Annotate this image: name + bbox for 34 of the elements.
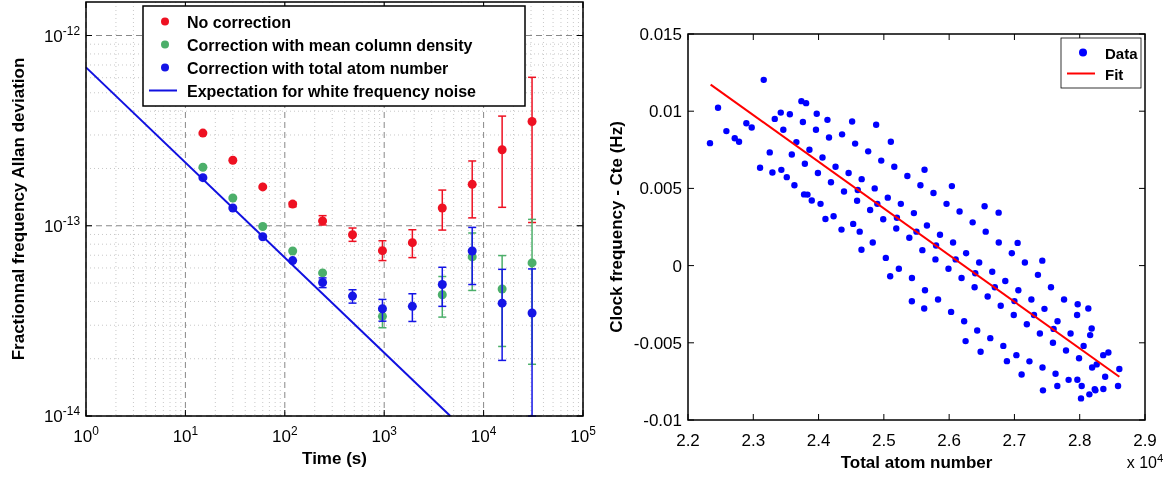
legend-label: Expectation for white frequency noise xyxy=(187,82,477,100)
legend-label: Fit xyxy=(1105,65,1124,83)
x-tick-label: 2.3 xyxy=(741,431,766,450)
x-tick-label: 10$^{0}$ xyxy=(73,424,100,446)
x-tick-label: 2.2 xyxy=(676,431,700,450)
x-tick-label: 10$^{4}$ xyxy=(470,424,497,446)
y-tick-label: 10$^{-13}$ xyxy=(43,213,81,236)
y-tick-label: 0.015 xyxy=(639,25,682,44)
x-tick-label: 2.8 xyxy=(1067,431,1092,450)
x-tick-label: 10$^{3}$ xyxy=(371,424,398,446)
x-tick-label: 2.7 xyxy=(1002,431,1027,450)
x-axis-title: Time (s) xyxy=(302,449,367,468)
x-tick-label: 2.4 xyxy=(806,431,831,450)
legend-label: Correction with total atom number xyxy=(187,59,449,77)
y-tick-label: -0.01 xyxy=(643,411,682,430)
y-tick-label: 0 xyxy=(672,256,682,276)
legend-label: No correction xyxy=(187,13,292,31)
y-tick-label: 10$^{-12}$ xyxy=(43,23,81,46)
x-tick-label: 2.9 xyxy=(1133,431,1157,450)
x-tick-label: 10$^{2}$ xyxy=(272,424,298,446)
y-axis-title: Fractionnal frequency Allan deviation xyxy=(9,57,28,361)
y-tick-label: 0.01 xyxy=(648,102,682,122)
x-tick-label: 10$^{5}$ xyxy=(570,424,597,446)
x-tick-label: 10$^{1}$ xyxy=(172,424,199,446)
x-tick-label: 2.5 xyxy=(872,431,896,450)
x-axis-title: Total atom number xyxy=(840,453,993,472)
legend-label: Data xyxy=(1105,44,1139,62)
text: x 10$^{4}$ xyxy=(1126,452,1164,471)
y-tick-label: 10$^{-14}$ xyxy=(43,404,81,426)
legend-label: Correction with mean column density xyxy=(187,36,473,54)
x-tick-label: 2.6 xyxy=(937,431,961,450)
y-tick-label: 0.005 xyxy=(639,179,682,199)
y-axis-title: Clock frequency - Cte (Hz) xyxy=(607,121,626,333)
y-tick-label: -0.005 xyxy=(633,333,682,353)
